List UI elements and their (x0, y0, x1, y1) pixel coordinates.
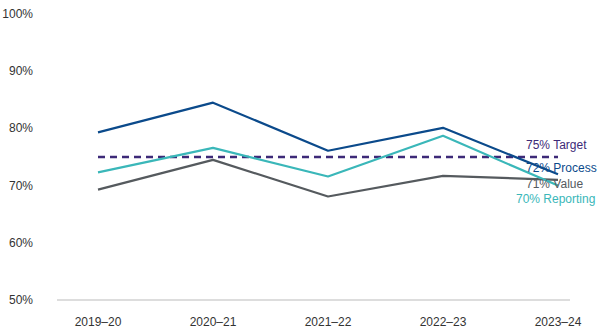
y-tick-label: 50% (9, 293, 33, 307)
y-tick-label: 70% (9, 179, 33, 193)
plot-area (98, 103, 558, 197)
y-axis-extent (40, 14, 41, 300)
x-tick-label: 2021–22 (305, 315, 352, 329)
series-end-label: 72% Process (526, 161, 597, 175)
chart: 50% 60% 70% 80% 90% 100% 2019–20 2020–21 2021–22… (0, 0, 610, 333)
series-line (98, 136, 558, 186)
x-tick-label: 2019–20 (75, 315, 122, 329)
y-tick-label: 90% (9, 64, 33, 78)
series-end-label: 75% Target (526, 138, 587, 152)
x-tick-label: 2022–23 (420, 315, 467, 329)
x-tick-label: 2023–24 (535, 315, 582, 329)
y-tick-label: 60% (9, 236, 33, 250)
y-tick-label: 80% (9, 121, 33, 135)
x-axis-line (57, 300, 570, 301)
series-line (98, 160, 558, 197)
series-end-label: 71% Value (526, 177, 583, 191)
series-end-label: 70% Reporting (516, 192, 595, 206)
y-tick-label: 100% (2, 7, 33, 21)
series-line (98, 103, 558, 175)
x-tick-label: 2020–21 (190, 315, 237, 329)
